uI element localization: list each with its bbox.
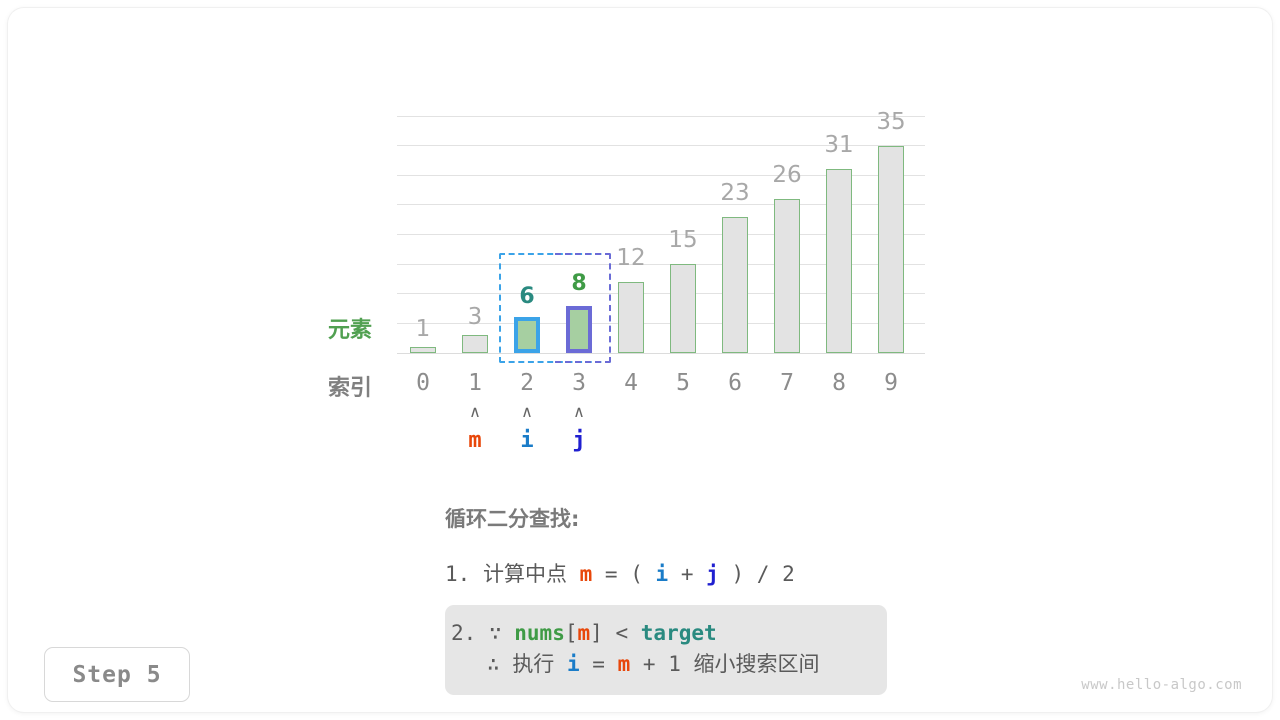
index-label-3: 3: [572, 370, 586, 396]
canvas-frame: 1 3 6 8 12 15 23 26 31 35 元素 索引 0 1 2 3 …: [8, 8, 1272, 712]
bar-value-1: 3: [467, 304, 483, 330]
axis-baseline: [397, 353, 925, 354]
explanation-step-2-line-1: 2. ∵ nums[m] < target: [451, 618, 871, 650]
bar-value-8: 31: [824, 132, 854, 158]
gridline: [397, 264, 925, 265]
gridline: [397, 175, 925, 176]
index-label-8: 8: [832, 370, 846, 396]
step2-less-than: <: [615, 620, 629, 645]
explanation-step-2-line-2: ∴ 执行 i = m + 1 缩小搜索区间: [451, 649, 871, 681]
step2-tail-text: 缩小搜索区间: [693, 652, 820, 676]
bar-7: [774, 199, 800, 353]
step2-token-i: i: [566, 652, 580, 676]
pointer-arrow-m-icon: ∧: [469, 402, 481, 421]
bar-0: [410, 347, 436, 353]
step2-bracket-close: ]: [590, 620, 603, 645]
bar-value-2: 6: [519, 284, 535, 309]
bar-value-7: 26: [772, 162, 802, 188]
index-label-0: 0: [416, 370, 430, 396]
step1-two: 2: [782, 562, 795, 586]
step-badge: Step 5: [44, 647, 190, 702]
step1-paren-open: (: [630, 562, 643, 586]
step1-token-j: j: [706, 562, 719, 586]
step2-exec-text: 执行: [512, 652, 555, 676]
explanation-title: 循环二分查找:: [445, 507, 580, 531]
step2-bracket-open: [: [564, 620, 578, 645]
pointer-label-m: m: [468, 428, 482, 453]
index-label-2: 2: [520, 370, 534, 396]
gridline: [397, 116, 925, 117]
bar-9: [878, 146, 904, 353]
row-label-index: 索引: [328, 376, 373, 401]
pointer-label-i: i: [520, 428, 534, 453]
explanation-step-2-box: 2. ∵ nums[m] < target ∴ 执行 i = m + 1 缩小搜…: [445, 604, 887, 695]
bar-value-4: 12: [616, 245, 646, 271]
bar-chart: 1 3 6 8 12 15 23 26 31 35: [397, 109, 925, 354]
step1-token-i: i: [655, 562, 669, 586]
index-label-7: 7: [780, 370, 794, 396]
step2-token-nums: nums: [514, 620, 565, 645]
step2-equals: =: [592, 652, 605, 676]
step1-equals: =: [604, 562, 618, 586]
bar-value-6: 23: [720, 180, 750, 206]
explanation-panel: 循环二分查找: 1. 计算中点 m = ( i + j ) / 2 2. ∵ n…: [445, 503, 915, 695]
bar-1: [462, 335, 488, 353]
step2-number: 2.: [451, 620, 477, 645]
step1-number: 1.: [445, 562, 471, 586]
bar-4: [618, 282, 644, 353]
pointer-label-j: j: [572, 428, 586, 453]
step1-text: 计算中点: [482, 562, 567, 586]
pointer-arrow-i-icon: ∧: [521, 402, 533, 421]
index-label-6: 6: [728, 370, 742, 396]
bar-value-9: 35: [876, 109, 906, 135]
index-label-1: 1: [468, 370, 482, 396]
step2-token-m2: m: [617, 652, 631, 676]
gridline: [397, 323, 925, 324]
bar-value-3: 8: [571, 271, 587, 296]
index-label-9: 9: [884, 370, 898, 396]
bar-5: [670, 264, 696, 353]
bar-value-5: 15: [668, 227, 698, 253]
gridline: [397, 204, 925, 205]
gridline: [397, 293, 925, 294]
bar-3: [566, 306, 592, 353]
bar-value-0: 1: [415, 316, 431, 342]
step2-plus: +: [642, 652, 656, 676]
bar-8: [826, 169, 852, 353]
bar-2: [514, 317, 540, 353]
step1-divide: /: [756, 562, 770, 586]
explanation-step-1: 1. 计算中点 m = ( i + j ) / 2: [445, 559, 915, 591]
row-label-element: 元素: [328, 318, 373, 343]
step1-token-m: m: [579, 562, 593, 586]
step2-token-target: target: [640, 620, 717, 645]
index-label-4: 4: [624, 370, 638, 396]
pointer-arrow-j-icon: ∧: [573, 402, 585, 421]
gridline: [397, 234, 925, 235]
watermark: www.hello-algo.com: [1081, 677, 1242, 693]
step2-therefore-icon: ∴: [487, 652, 500, 676]
gridline: [397, 145, 925, 146]
step2-token-m: m: [577, 620, 591, 645]
index-label-5: 5: [676, 370, 690, 396]
bar-6: [722, 217, 748, 353]
step1-plus: +: [680, 562, 694, 586]
step1-paren-close: ): [731, 562, 745, 586]
step2-because-icon: ∵: [488, 620, 502, 645]
step2-one: 1: [668, 652, 681, 676]
